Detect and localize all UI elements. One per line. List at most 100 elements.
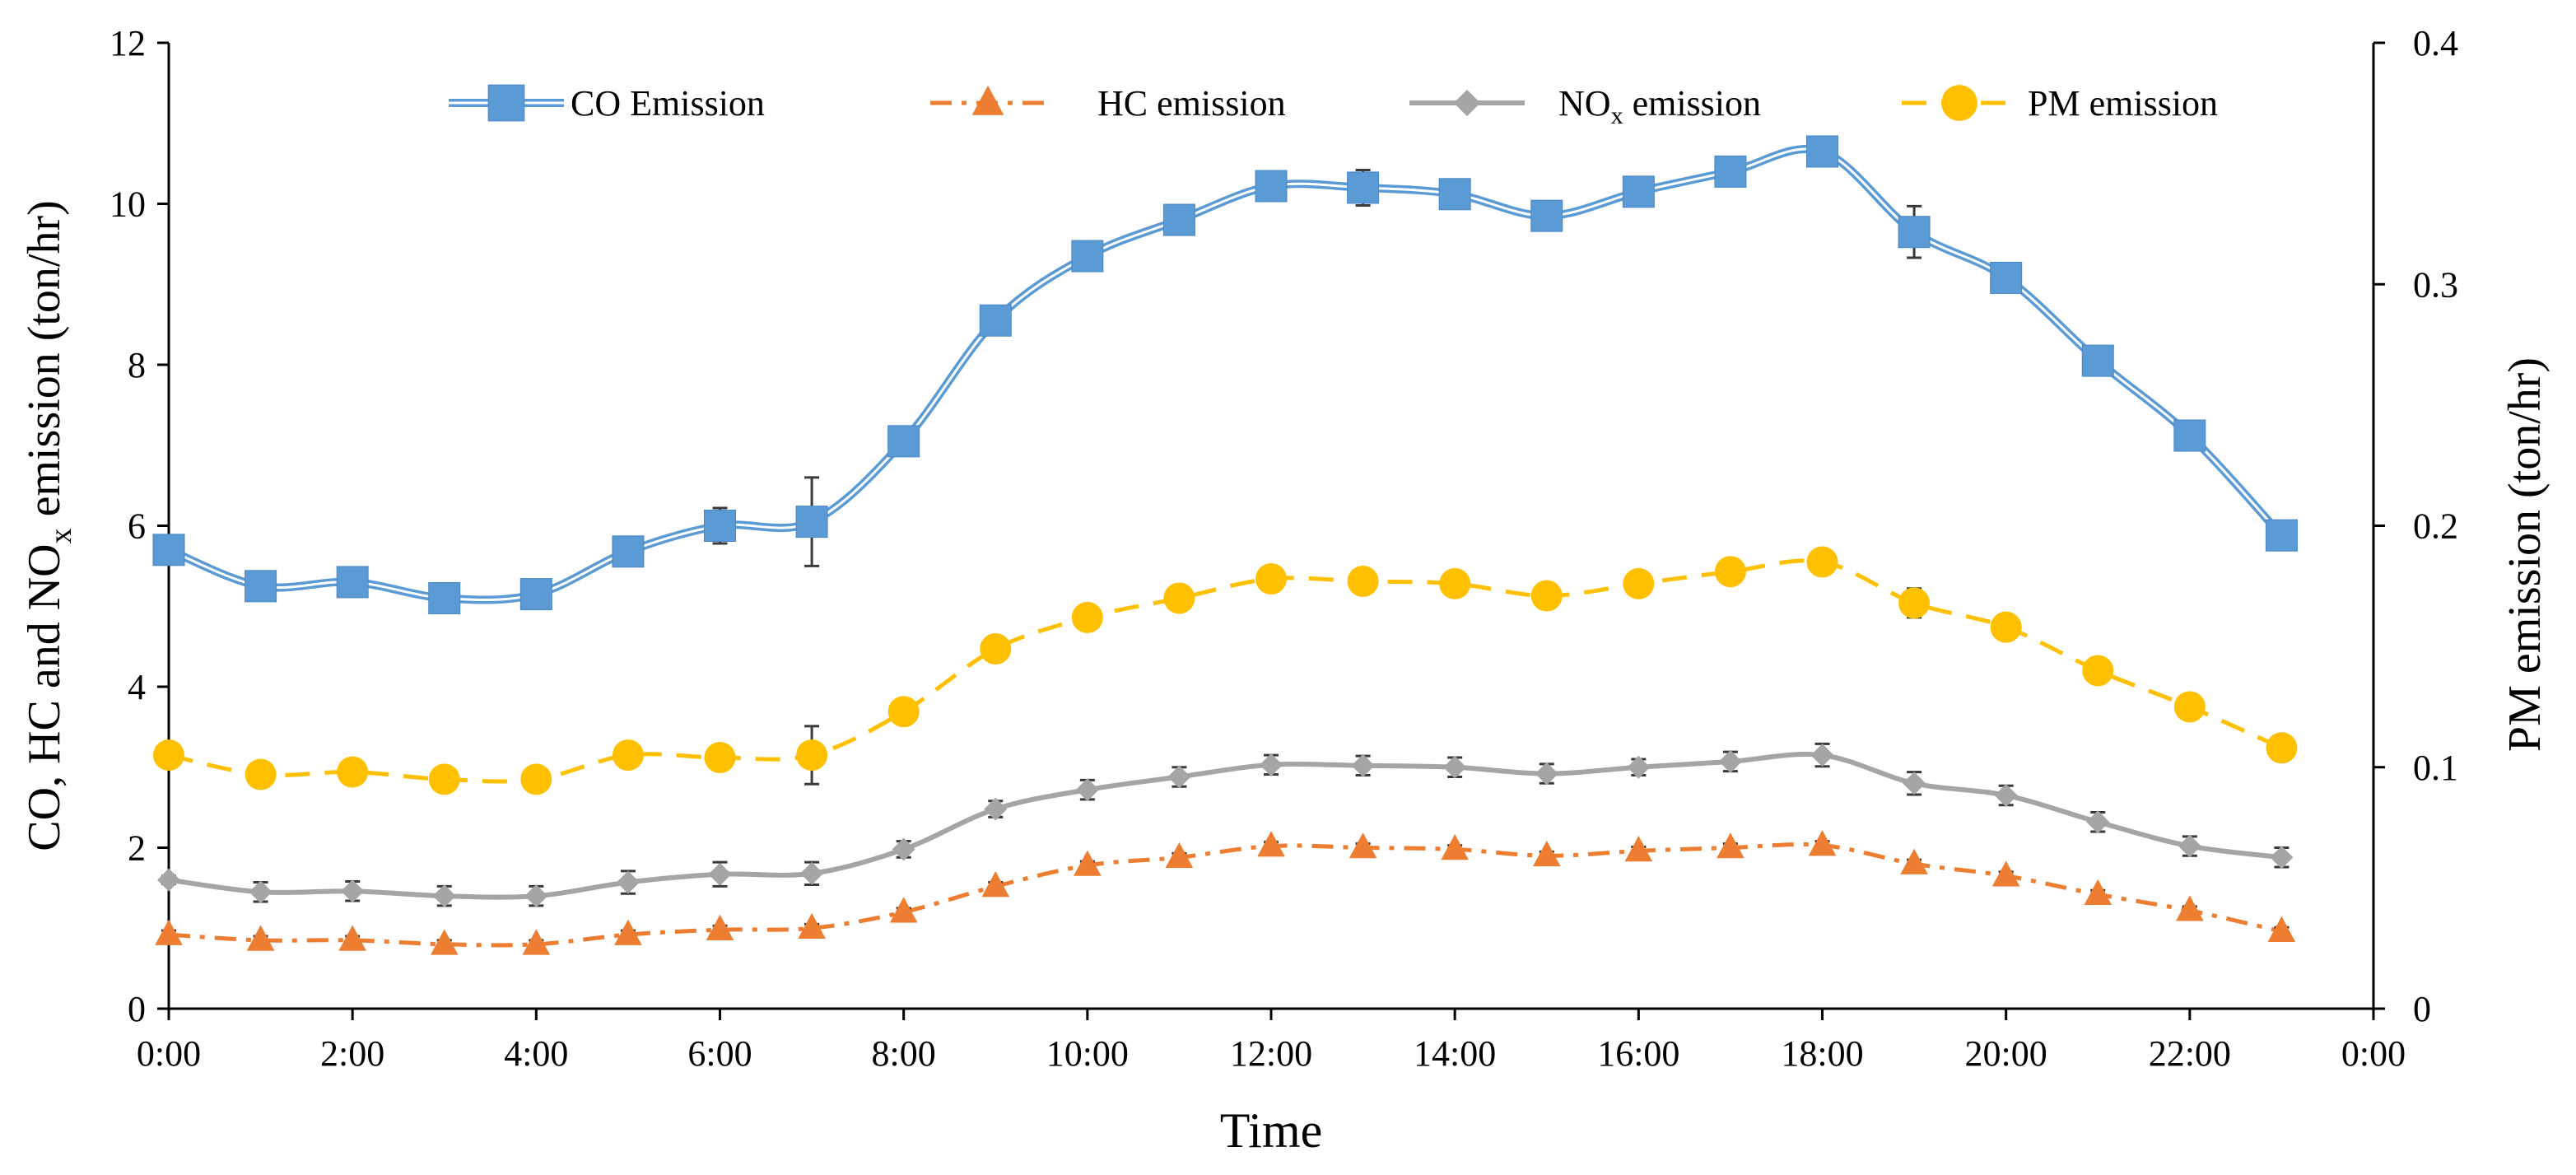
series-line-inner — [168, 147, 2283, 602]
data-point — [246, 925, 275, 951]
data-point — [616, 870, 640, 894]
data-point — [522, 929, 551, 955]
data-point — [1806, 135, 1838, 168]
legend-marker — [1453, 89, 1481, 117]
left-y-tick-label: 0 — [128, 989, 146, 1029]
left-y-tick-label: 12 — [109, 23, 146, 63]
left-y-tick-label: 8 — [128, 345, 146, 385]
right-y-tick-label: 0.3 — [2413, 264, 2458, 305]
data-point — [887, 425, 920, 458]
data-point — [1806, 546, 1838, 578]
x-tick-label: 8:00 — [872, 1033, 936, 1074]
data-point — [2081, 344, 2114, 377]
left-y-axis-title: CO, HC and NOx emission (ton/hr) — [19, 200, 78, 851]
x-tick-label: 4:00 — [504, 1033, 568, 1074]
data-point — [612, 739, 644, 772]
legend-marker — [487, 84, 525, 122]
axis-labels: Time CO, HC and NOx emission (ton/hr) PM e… — [19, 200, 2550, 1158]
data-point — [1991, 860, 2020, 887]
data-point — [1165, 842, 1194, 869]
series-pm-emission — [153, 546, 2298, 795]
legend-label: PM emission — [2028, 83, 2218, 124]
x-tick-label: 22:00 — [2149, 1033, 2231, 1074]
legend-item-hc-emission: HC emission — [930, 83, 1286, 124]
data-point — [889, 897, 918, 923]
x-tick-label: 2:00 — [320, 1033, 384, 1074]
data-point — [796, 739, 828, 772]
data-point — [338, 925, 366, 951]
data-point — [1255, 170, 1288, 203]
data-point — [428, 581, 461, 614]
data-point — [157, 868, 180, 892]
legend: CO Emission HC emission NOx emission PM emi… — [449, 83, 2218, 129]
legend-label: HC emission — [1097, 83, 1286, 124]
data-point — [2084, 879, 2113, 905]
data-point — [1443, 755, 1467, 779]
left-y-tick-label: 10 — [109, 184, 146, 225]
data-point — [1439, 567, 1471, 599]
data-point — [1718, 749, 1742, 773]
legend-marker — [1941, 85, 1977, 121]
data-point — [1071, 601, 1103, 633]
data-point — [1438, 178, 1471, 211]
legend-item-nox-emission: NOx emission — [1409, 83, 1761, 129]
data-point — [519, 578, 552, 611]
data-point — [708, 862, 732, 886]
left-y-tick-label: 4 — [128, 667, 146, 707]
data-point — [337, 756, 369, 788]
data-point — [1990, 261, 2023, 294]
data-point — [1624, 836, 1653, 862]
series-co-emission — [152, 135, 2298, 614]
data-point — [1167, 765, 1191, 789]
data-point — [798, 912, 826, 940]
data-point — [1349, 832, 1377, 859]
series-line — [168, 751, 2282, 900]
data-point — [245, 570, 277, 603]
x-tick-label: 12:00 — [1230, 1033, 1312, 1074]
data-point — [432, 884, 456, 908]
x-tick-label: 16:00 — [1597, 1033, 1679, 1074]
data-point — [1810, 744, 1834, 767]
data-point — [245, 758, 277, 790]
left-y-tick-label: 2 — [128, 828, 146, 869]
data-point — [153, 739, 184, 772]
data-point — [2173, 691, 2206, 723]
data-point — [520, 763, 552, 795]
right-y-tick-label: 0.1 — [2413, 748, 2458, 788]
data-point — [1075, 778, 1099, 802]
data-point — [979, 304, 1012, 337]
data-point — [706, 914, 734, 941]
data-point — [2086, 810, 2110, 834]
data-point — [430, 929, 459, 955]
data-point — [1808, 830, 1837, 856]
data-point — [1627, 755, 1651, 779]
data-point — [1535, 762, 1558, 786]
data-point — [704, 510, 736, 542]
data-point — [1903, 772, 1926, 795]
data-point — [887, 696, 920, 728]
data-point — [1900, 848, 1928, 874]
data-point — [1071, 240, 1104, 273]
data-point — [341, 879, 365, 903]
data-point — [2178, 834, 2201, 858]
series-line — [168, 558, 2283, 784]
legend-label: NOx emission — [1558, 83, 1761, 129]
data-point — [984, 797, 1008, 821]
data-point — [795, 506, 828, 539]
data-point — [1162, 203, 1195, 236]
data-point — [2266, 732, 2298, 764]
data-point — [614, 919, 642, 945]
data-point — [1530, 199, 1563, 232]
data-point — [1990, 611, 2022, 643]
data-point — [1441, 834, 1469, 860]
data-point — [2270, 846, 2294, 870]
data-point — [800, 861, 824, 885]
axes: 0 2 4 6 8 10 12 0 0.1 0.2 0.3 0.4 0:00 2:00 4:00 6:00 8:… — [109, 23, 2458, 1074]
data-point — [1074, 850, 1102, 876]
data-point — [1347, 171, 1380, 204]
data-point — [152, 534, 185, 567]
data-point — [2267, 916, 2296, 942]
legend-item-pm-emission: PM emission — [1902, 83, 2218, 124]
data-point — [1351, 753, 1375, 777]
x-axis-title: Time — [1220, 1103, 1323, 1158]
